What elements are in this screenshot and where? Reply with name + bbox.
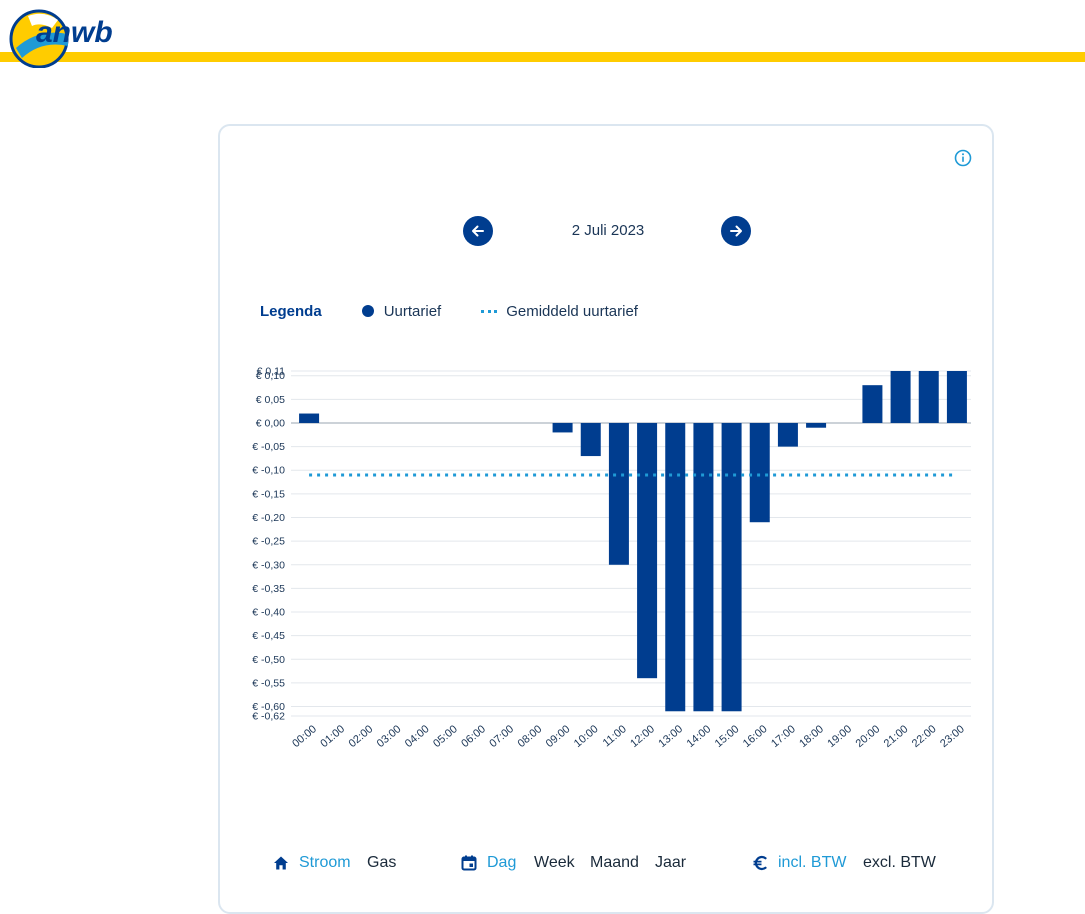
chart-legend: Legenda Uurtarief Gemiddeld uurtarief xyxy=(260,300,678,322)
y-tick-label: € -0,55 xyxy=(252,677,285,689)
arrow-right-icon xyxy=(730,225,742,237)
y-tick-label: € -0,05 xyxy=(252,441,285,453)
x-tick-label: 23:00 xyxy=(938,723,967,750)
x-tick-label: 08:00 xyxy=(516,723,545,750)
x-tick-label: 18:00 xyxy=(797,723,826,750)
period-option-dag[interactable]: Dag xyxy=(487,854,517,871)
x-tick-label: 02:00 xyxy=(347,723,376,750)
legend-label-hourly: Uurtarief xyxy=(383,302,442,320)
legend-title: Legenda xyxy=(260,302,322,320)
x-tick-label: 05:00 xyxy=(431,723,460,750)
legend-item-hourly: Uurtarief xyxy=(361,302,442,320)
x-tick-label: 09:00 xyxy=(544,723,573,750)
energy-option-gas[interactable]: Gas xyxy=(367,854,397,871)
energy-icon-wrap: Stroom xyxy=(272,854,351,872)
y-tick-label: € 0,05 xyxy=(256,394,285,406)
period-option-week[interactable]: Week xyxy=(534,854,575,871)
bar xyxy=(637,422,658,679)
home-icon xyxy=(274,856,288,870)
brand-stripe xyxy=(0,52,1085,62)
bar xyxy=(777,422,798,447)
x-tick-label: 06:00 xyxy=(459,723,488,750)
vat-option-excl[interactable]: excl. BTW xyxy=(863,854,936,871)
y-tick-label: € -0,30 xyxy=(252,559,285,571)
anwb-logo[interactable]: anwb xyxy=(8,6,132,68)
x-tick-label: 11:00 xyxy=(601,723,629,749)
y-tick-label: € 0,10 xyxy=(256,370,285,382)
y-tick-label: € -0,25 xyxy=(252,536,285,548)
date-label: 2 Juli 2023 xyxy=(571,222,645,239)
info-icon xyxy=(954,149,972,167)
bar xyxy=(580,422,601,457)
bar xyxy=(552,422,573,433)
x-tick-label: 00:00 xyxy=(290,723,319,750)
legend-label-average: Gemiddeld uurtarief xyxy=(506,302,638,320)
bar xyxy=(693,422,714,712)
chart-controls: Stroom Gas Dag Week Maand Jaar incl. BTW… xyxy=(220,854,996,878)
x-tick-label: 13:00 xyxy=(656,723,685,750)
x-tick-label: 19:00 xyxy=(825,723,854,750)
y-tick-label: € 0,11 xyxy=(257,366,286,378)
previous-day-button[interactable] xyxy=(463,216,493,246)
bar xyxy=(299,413,320,423)
y-tick-label: € -0,45 xyxy=(252,630,285,642)
x-tick-label: 03:00 xyxy=(375,723,404,750)
bar xyxy=(946,371,967,423)
x-tick-label: 01:00 xyxy=(318,723,347,750)
energy-option-stroom[interactable]: Stroom xyxy=(299,854,351,871)
y-tick-label: € -0,35 xyxy=(252,583,285,595)
x-tick-label: 15:00 xyxy=(713,723,742,750)
y-tick-label: € -0,20 xyxy=(252,512,285,524)
period-option-jaar[interactable]: Jaar xyxy=(655,854,687,871)
x-tick-label: 14:00 xyxy=(685,723,714,750)
x-tick-label: 20:00 xyxy=(854,723,883,750)
date-navigation: 2 Juli 2023 xyxy=(220,212,996,248)
legend-dotted-line-icon xyxy=(481,309,498,313)
y-tick-label: € 0,00 xyxy=(256,417,285,429)
x-tick-label: 16:00 xyxy=(741,723,770,750)
next-day-button[interactable] xyxy=(721,216,751,246)
calendar-icon xyxy=(461,855,477,871)
x-tick-label: 10:00 xyxy=(572,723,601,750)
y-tick-label: € -0,10 xyxy=(252,465,285,477)
logo-text: anwb xyxy=(36,16,113,49)
x-tick-label: 12:00 xyxy=(628,723,657,750)
period-option-maand[interactable]: Maand xyxy=(590,854,639,871)
x-tick-label: 07:00 xyxy=(487,723,516,750)
x-tick-label: 21:00 xyxy=(882,723,911,750)
price-chart: € 0,11€ 0,10 € 0,05 € 0,00 € -0,05 € -0,10 € … xyxy=(252,366,971,750)
vat-icon-wrap: incl. BTW xyxy=(751,854,846,872)
x-tick-label: 22:00 xyxy=(910,723,939,750)
x-tick-label: 04:00 xyxy=(403,723,432,750)
y-tick-label: € -0,15 xyxy=(252,488,285,500)
y-tick-label: € -0,60 xyxy=(252,701,285,713)
arrow-left-icon xyxy=(472,225,484,237)
legend-item-average: Gemiddeld uurtarief xyxy=(481,303,638,320)
top-bar: anwb xyxy=(0,0,1085,70)
info-button[interactable] xyxy=(953,148,973,168)
period-icon-wrap: Dag xyxy=(460,854,516,872)
x-tick-label: 17:00 xyxy=(769,723,798,750)
bar xyxy=(918,371,939,423)
bar xyxy=(749,422,770,523)
bar xyxy=(665,422,686,712)
bar xyxy=(806,422,827,428)
legend-dot-icon xyxy=(361,305,374,317)
bar xyxy=(721,422,742,712)
bar xyxy=(890,371,911,423)
euro-icon xyxy=(753,855,767,871)
y-tick-label: € -0,62 xyxy=(252,711,285,723)
price-card: 2 Juli 2023 Legenda Uurtarief Gemiddeld … xyxy=(218,124,994,914)
y-tick-label: € -0,50 xyxy=(252,654,285,666)
bar xyxy=(862,385,883,423)
vat-option-incl[interactable]: incl. BTW xyxy=(778,854,847,871)
y-tick-label: € -0,40 xyxy=(252,607,285,619)
bar xyxy=(608,422,629,565)
